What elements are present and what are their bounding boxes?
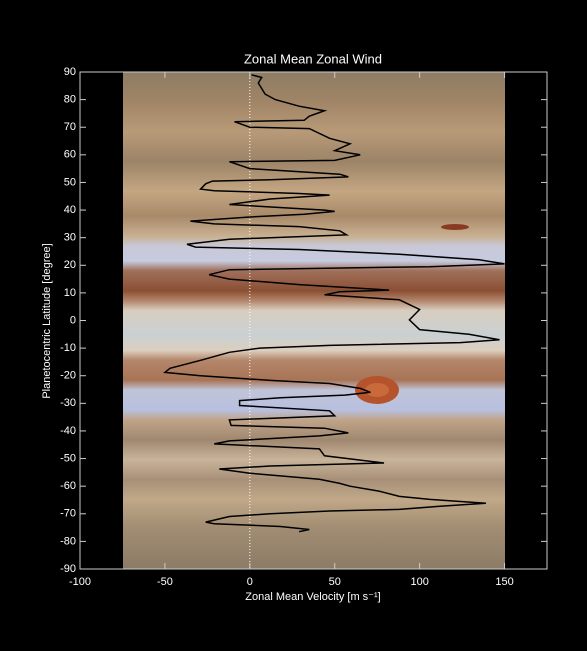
- y-axis-label: Planetocentric Latitude [degree]: [41, 243, 53, 398]
- x-tick-label: -50: [157, 576, 173, 588]
- y-tick-label: 0: [70, 314, 76, 326]
- jupiter-map: [123, 72, 505, 569]
- y-tick-label: -40: [60, 425, 76, 437]
- y-tick-label: -20: [60, 370, 76, 382]
- y-tick-label: -50: [60, 452, 76, 464]
- page: {"chart_data": {"type": "line", "title":…: [0, 0, 587, 651]
- x-tick-label: 0: [247, 576, 253, 588]
- y-tick-label: 50: [64, 176, 76, 188]
- y-tick-label: 90: [64, 66, 76, 78]
- y-tick-label: -80: [60, 535, 76, 547]
- x-tick-label: -100: [69, 576, 91, 588]
- y-tick-label: 30: [64, 232, 76, 244]
- x-axis-label: Zonal Mean Velocity [m s⁻¹]: [245, 591, 380, 603]
- x-tick-label: 150: [495, 576, 513, 588]
- x-tick-label: 100: [410, 576, 428, 588]
- y-tick-label: -70: [60, 508, 76, 520]
- y-tick-label: 10: [64, 287, 76, 299]
- y-tick-label: 20: [64, 259, 76, 271]
- y-tick-label: -90: [60, 563, 76, 575]
- y-tick-label: -30: [60, 397, 76, 409]
- chart: Zonal Mean Zonal Wind Zonal Mean Velocit…: [0, 0, 587, 651]
- y-tick-label: 60: [64, 149, 76, 161]
- chart-title: Zonal Mean Zonal Wind: [244, 51, 382, 66]
- red-oval: [441, 224, 469, 230]
- y-tick-label: -10: [60, 342, 76, 354]
- great-red-spot-core: [365, 383, 389, 397]
- y-tick-label: 70: [64, 121, 76, 133]
- y-tick-label: -60: [60, 480, 76, 492]
- x-tick-label: 50: [329, 576, 341, 588]
- y-tick-label: 40: [64, 204, 76, 216]
- y-tick-label: 80: [64, 94, 76, 106]
